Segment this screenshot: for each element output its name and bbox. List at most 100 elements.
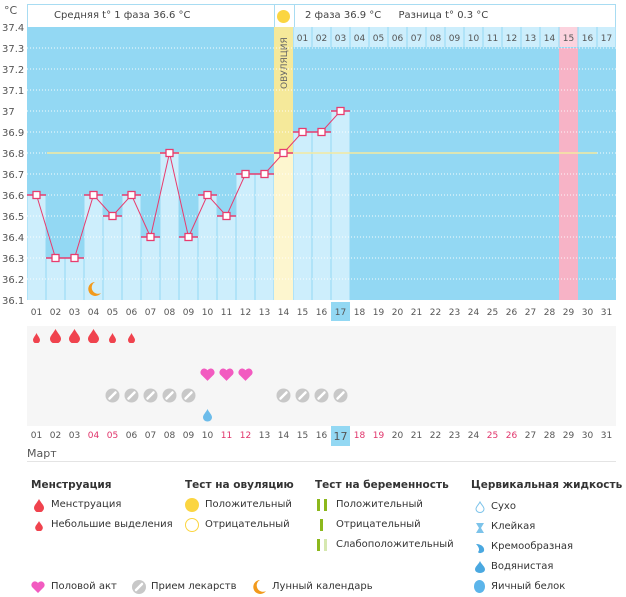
bottom-day-label[interactable]: 28 [543,431,556,441]
menstruation-heavy-icon[interactable] [48,328,63,346]
bottom-day-label[interactable]: 04 [87,431,100,441]
difference-text: Разница t° 0.3 °C [398,10,489,21]
medication-icon[interactable] [314,388,329,406]
x-tick-label: 22 [430,308,441,318]
temperature-point-day-06 [127,190,136,200]
bottom-day-label[interactable]: 06 [125,431,138,441]
divider [27,461,616,462]
bottom-day-label[interactable]: 19 [372,431,385,441]
phase2-day-label: 09 [449,34,461,44]
x-tick-label: 28 [544,308,556,318]
bottom-day-label[interactable]: 31 [600,431,613,441]
bottom-day-label[interactable]: 25 [486,431,499,441]
x-tick-label: 17 [335,308,346,318]
phase2-day-label: 04 [354,34,366,44]
ovulation-positive-icon [277,10,290,23]
bottom-day-label[interactable]: 14 [277,431,290,441]
bottom-day-label[interactable]: 03 [68,431,81,441]
temperature-point-day-05 [108,211,117,221]
y-tick-label: 36.9 [2,128,24,139]
moon-icon [252,579,266,597]
bottom-day-label[interactable]: 16 [315,431,328,441]
event-row [27,346,616,366]
phase2-day-label: 14 [544,34,556,44]
bottom-day-label[interactable]: 05 [106,431,119,441]
phase2-day-label: 02 [316,34,327,44]
bottom-day-label[interactable]: 29 [562,431,575,441]
bar-day-15 [293,132,312,300]
medication-icon[interactable] [333,388,348,406]
medication-icon[interactable] [162,388,177,406]
bar-day-12 [236,174,255,300]
bottom-day-label[interactable]: 10 [201,431,214,441]
bottom-day-label[interactable]: 02 [49,431,62,441]
ovulation-test-negative-icon [185,518,199,532]
bar-day-06 [122,195,141,300]
intercourse-icon[interactable] [219,368,234,384]
x-tick-label: 05 [107,308,118,318]
phase2-day-label: 10 [468,34,480,44]
intercourse-icon[interactable] [238,368,253,384]
menstruation-light-icon[interactable] [29,328,44,346]
x-tick-label: 18 [354,308,366,318]
x-tick-label: 20 [392,308,404,318]
phase2-day-label: 08 [430,34,442,44]
event-row [27,326,616,346]
pregnancy-test-faint-icon [317,539,327,554]
bottom-day-label[interactable]: 30 [581,431,594,441]
cervical-watery-icon[interactable] [200,408,215,426]
bar-day-05 [103,216,122,300]
menstruation-heavy-icon[interactable] [67,328,82,346]
bottom-day-label[interactable]: 22 [429,431,442,441]
phase2-day-label: 17 [601,34,612,44]
bar-day-09 [179,237,198,300]
menstruation-light-icon[interactable] [124,328,139,346]
bottom-day-label[interactable]: 11 [220,431,233,441]
bottom-day-label[interactable]: 27 [524,431,537,441]
temperature-point-day-07 [146,232,155,242]
bottom-day-label[interactable]: 13 [258,431,271,441]
legend-pregnancy-positive-item: Положительный [336,499,423,510]
intercourse-icon[interactable] [200,368,215,384]
bottom-day-today[interactable]: 17 [331,426,350,446]
medication-icon[interactable] [124,388,139,406]
medication-icon[interactable] [276,388,291,406]
bottom-day-label[interactable]: 08 [163,431,176,441]
temperature-point-day-08 [165,148,174,158]
x-tick-label: 15 [297,308,308,318]
bottom-day-label[interactable]: 15 [296,431,309,441]
y-tick-label: 36.3 [2,254,24,265]
bottom-day-label[interactable]: 18 [353,431,366,441]
phase2-day-label: 07 [411,34,422,44]
menstruation-light-icon[interactable] [105,328,120,346]
x-tick-label: 03 [69,308,80,318]
temperature-point-day-11 [222,211,231,221]
bar-day-01 [27,195,46,300]
bottom-day-label[interactable]: 01 [30,431,43,441]
x-tick-label: 04 [88,308,100,318]
phase2-text: 2 фаза 36.9 °C [305,10,382,21]
medication-icon[interactable] [143,388,158,406]
bottom-day-label[interactable]: 09 [182,431,195,441]
bottom-day-label[interactable]: 12 [239,431,252,441]
temperature-point-day-10 [203,190,212,200]
bottom-day-label[interactable]: 07 [144,431,157,441]
medication-icon[interactable] [181,388,196,406]
month-label: Март [27,447,57,460]
medication-icon[interactable] [295,388,310,406]
event-row [27,406,616,426]
bottom-day-label[interactable]: 23 [448,431,461,441]
x-tick-label: 08 [164,308,176,318]
legend-menstruation-item: Менструация [51,499,122,510]
phase2-day-cell [388,27,407,47]
bottom-day-label[interactable]: 24 [467,431,480,441]
legend-cervical-sticky-item: Клейкая [491,521,536,532]
medication-icon[interactable] [105,388,120,406]
menstruation-heavy-icon[interactable] [86,328,101,346]
temperature-point-day-17 [336,106,345,116]
x-tick-label: 16 [316,308,328,318]
ovulation-test-positive-icon [185,498,199,512]
bottom-day-label[interactable]: 21 [410,431,423,441]
bottom-day-label[interactable]: 20 [391,431,404,441]
bottom-day-label[interactable]: 26 [505,431,518,441]
